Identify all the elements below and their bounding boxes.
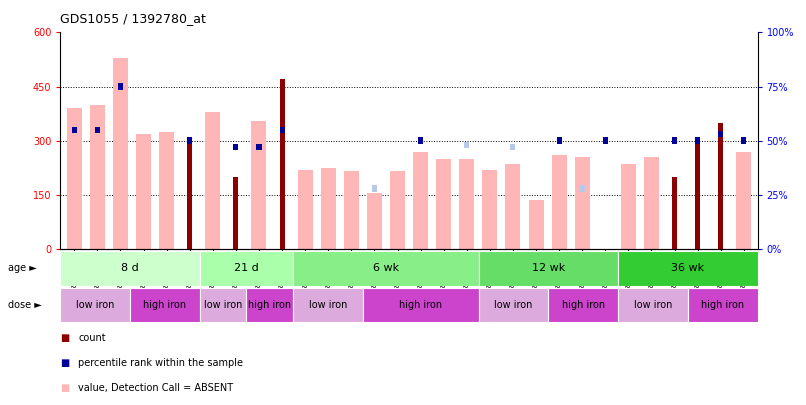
Bar — [695, 137, 700, 144]
Bar — [505, 164, 521, 249]
Text: high iron: high iron — [701, 300, 745, 310]
Bar — [136, 134, 151, 249]
Bar — [60, 251, 200, 286]
Bar — [644, 157, 659, 249]
Text: low iron: low iron — [76, 300, 114, 310]
Text: dose ►: dose ► — [8, 300, 42, 310]
Bar — [618, 251, 758, 286]
Bar — [113, 58, 128, 249]
Bar — [280, 127, 285, 133]
Bar — [234, 177, 239, 249]
Bar — [251, 121, 267, 249]
Bar — [187, 137, 193, 144]
Bar — [67, 108, 81, 249]
Bar — [459, 159, 474, 249]
Bar — [418, 137, 423, 144]
Bar — [159, 132, 174, 249]
Bar — [293, 251, 479, 286]
Text: high iron: high iron — [248, 300, 291, 310]
Bar — [464, 142, 469, 148]
Bar — [603, 137, 608, 144]
Bar — [297, 170, 313, 249]
Bar — [482, 170, 497, 249]
Bar — [247, 288, 293, 322]
Bar — [529, 200, 543, 249]
Text: 12 wk: 12 wk — [532, 263, 565, 273]
Bar — [321, 168, 336, 249]
Text: ■: ■ — [60, 333, 69, 343]
Bar — [580, 185, 584, 192]
Text: low iron: low iron — [494, 300, 533, 310]
Bar — [551, 155, 567, 249]
Bar — [672, 177, 677, 249]
Bar — [413, 151, 428, 249]
Bar — [479, 288, 548, 322]
Text: ■: ■ — [60, 358, 69, 368]
Bar — [280, 79, 285, 249]
Bar — [130, 288, 200, 322]
Text: 21 d: 21 d — [234, 263, 259, 273]
Text: high iron: high iron — [399, 300, 442, 310]
Bar — [367, 193, 382, 249]
Text: high iron: high iron — [562, 300, 605, 310]
Bar — [72, 127, 77, 133]
Text: 6 wk: 6 wk — [372, 263, 399, 273]
Bar — [548, 288, 618, 322]
Bar — [344, 171, 359, 249]
Bar — [234, 144, 239, 151]
Text: count: count — [78, 333, 106, 343]
Bar — [372, 185, 377, 192]
Bar — [95, 127, 100, 133]
Bar — [234, 144, 239, 151]
Bar — [621, 164, 636, 249]
Bar — [742, 137, 746, 144]
Bar — [200, 251, 293, 286]
Bar — [118, 83, 123, 90]
Bar — [187, 137, 193, 249]
Bar — [436, 159, 451, 249]
Bar — [618, 288, 688, 322]
Bar — [575, 157, 590, 249]
Text: high iron: high iron — [143, 300, 187, 310]
Bar — [206, 112, 220, 249]
Bar — [718, 123, 723, 249]
Bar — [510, 144, 516, 151]
Text: low iron: low iron — [634, 300, 672, 310]
Bar — [688, 288, 758, 322]
Bar — [363, 288, 479, 322]
Text: percentile rank within the sample: percentile rank within the sample — [78, 358, 243, 368]
Text: 8 d: 8 d — [121, 263, 139, 273]
Bar — [672, 137, 677, 144]
Text: age ►: age ► — [8, 263, 37, 273]
Text: 36 wk: 36 wk — [671, 263, 704, 273]
Bar — [256, 144, 261, 151]
Bar — [60, 288, 130, 322]
Bar — [200, 288, 247, 322]
Bar — [737, 151, 751, 249]
Bar — [718, 131, 723, 137]
Text: value, Detection Call = ABSENT: value, Detection Call = ABSENT — [78, 384, 233, 393]
Bar — [557, 137, 562, 144]
Text: ■: ■ — [60, 384, 69, 393]
Text: low iron: low iron — [204, 300, 243, 310]
Bar — [293, 288, 363, 322]
Bar — [90, 104, 105, 249]
Bar — [479, 251, 618, 286]
Text: low iron: low iron — [309, 300, 347, 310]
Bar — [695, 141, 700, 249]
Text: GDS1055 / 1392780_at: GDS1055 / 1392780_at — [60, 12, 206, 25]
Bar — [390, 171, 405, 249]
